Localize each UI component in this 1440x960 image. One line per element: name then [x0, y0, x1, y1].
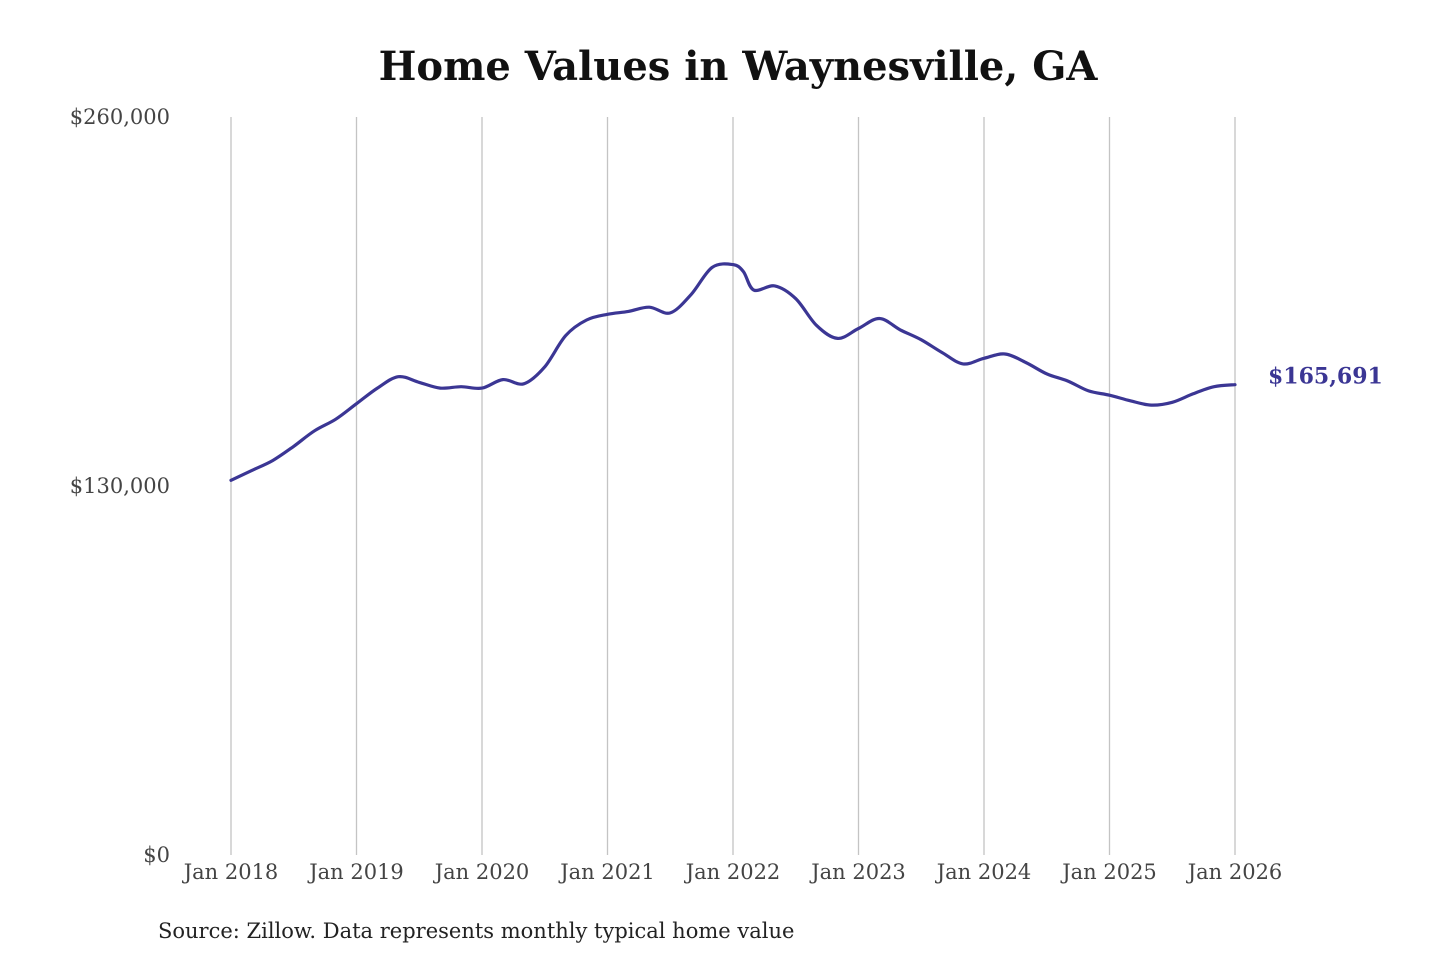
vertical-gridlines	[230, 117, 1236, 855]
source-note: Source: Zillow. Data represents monthly …	[158, 919, 794, 943]
x-tick-label: Jan 2021	[558, 860, 655, 884]
y-tick-label: $0	[143, 843, 170, 867]
y-tick-label: $130,000	[70, 474, 170, 498]
x-tick-label: Jan 2024	[935, 860, 1032, 884]
plot-area	[229, 262, 1237, 482]
y-axis: $0 $130,000 $260,000	[70, 105, 170, 867]
x-tick-label: Jan 2018	[182, 860, 279, 884]
x-tick-label: Jan 2022	[684, 860, 781, 884]
home-value-series-line	[229, 262, 1237, 482]
x-tick-label: Jan 2020	[433, 860, 530, 884]
x-tick-label: Jan 2019	[307, 860, 404, 884]
x-tick-label: Jan 2023	[809, 860, 906, 884]
chart-title: Home Values in Waynesville, GA	[379, 43, 1099, 90]
y-tick-label: $260,000	[70, 105, 170, 129]
x-axis: Jan 2018 Jan 2019 Jan 2020 Jan 2021 Jan 2022…	[182, 860, 1283, 884]
x-tick-label: Jan 2025	[1060, 860, 1157, 884]
last-value-label: $165,691	[1268, 364, 1383, 390]
x-tick-label: Jan 2026	[1186, 860, 1283, 884]
